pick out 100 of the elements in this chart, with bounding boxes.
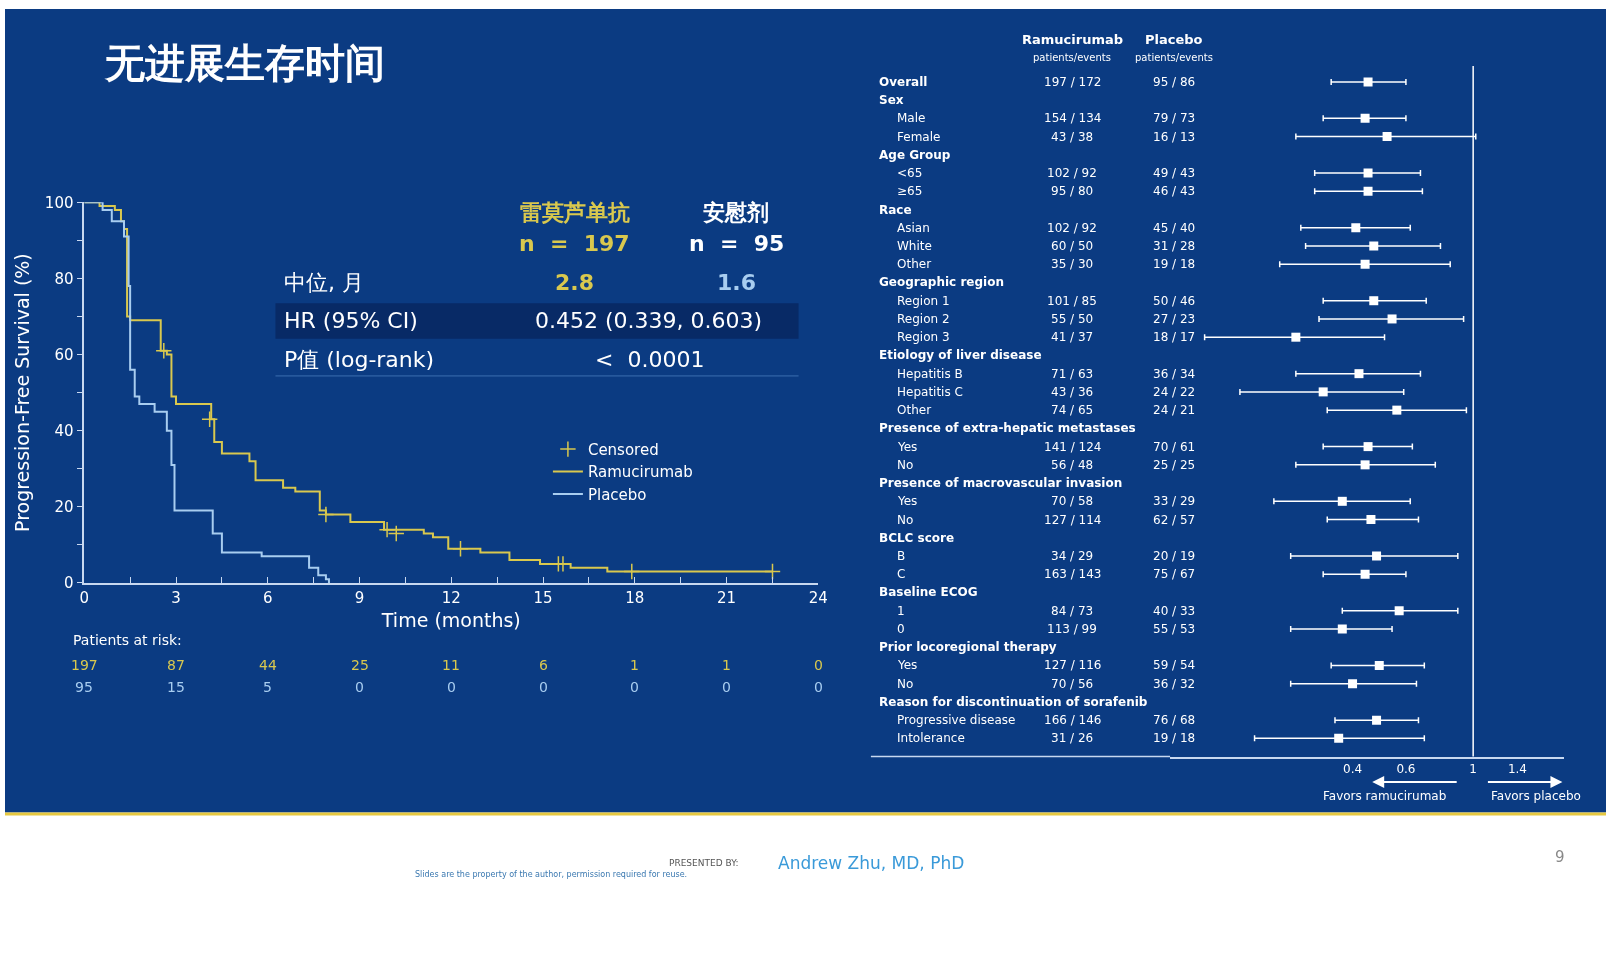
category-label: Presence of macrovascular invasion xyxy=(879,476,1123,490)
category-label: No xyxy=(897,513,914,527)
annotation: 55 / 53 xyxy=(1153,622,1196,636)
legend-label: Placebo xyxy=(587,485,647,504)
annotation: < 0.0001 xyxy=(595,347,705,372)
text: 55 / 50 xyxy=(1051,312,1094,326)
category-label: BCLC score xyxy=(879,531,955,545)
category-label: Reason for discontinuation of sorafenib xyxy=(879,695,1148,709)
text: patients/events xyxy=(1135,52,1213,63)
category-label: Overall xyxy=(879,75,928,89)
y-tick-label: 80 xyxy=(54,269,74,288)
annotation: 62 / 57 xyxy=(1153,513,1196,527)
text: 6 xyxy=(539,657,548,673)
category-label: Region 3 xyxy=(897,330,950,344)
text: Favors placebo xyxy=(1491,789,1581,803)
text: Ramucirumab xyxy=(1022,32,1124,47)
text: 84 / 73 xyxy=(1051,604,1094,618)
text: 197 xyxy=(71,657,98,673)
text: 71 / 63 xyxy=(1051,367,1094,381)
text: Patients at risk: xyxy=(73,632,182,648)
legend-label: Censored xyxy=(587,440,659,459)
text: 166 / 146 xyxy=(1044,713,1102,727)
text: 43 / 38 xyxy=(1051,130,1094,144)
annotation: 36 / 32 xyxy=(1153,677,1196,691)
text: 41 / 37 xyxy=(1051,330,1094,344)
category-label: White xyxy=(897,239,932,253)
x-tick-label: 0 xyxy=(79,588,90,607)
category-label: Geographic region xyxy=(879,275,1004,289)
category-label: C xyxy=(897,567,906,581)
annotation: 95 / 86 xyxy=(1153,75,1196,89)
annotation: HR (95% CI) xyxy=(284,308,418,333)
annotation: 19 / 18 xyxy=(1153,731,1196,745)
annotation: 24 / 22 xyxy=(1153,385,1196,399)
chart-title: 无进展生存时间 xyxy=(104,40,385,86)
text: patients/events xyxy=(1033,52,1111,63)
text: 35 / 30 xyxy=(1051,257,1094,271)
annotation: 36 / 34 xyxy=(1153,367,1196,381)
text: 1 xyxy=(630,657,639,673)
x-tick-label: 6 xyxy=(263,588,273,607)
text: 197 / 172 xyxy=(1044,75,1102,89)
legend-label: Ramucirumab xyxy=(587,463,693,482)
annotation: n = 95 xyxy=(689,231,785,256)
annotation: 25 / 25 xyxy=(1153,458,1196,472)
category-label: Region 2 xyxy=(897,312,950,326)
category-label: <65 xyxy=(897,166,923,180)
annotation: 19 / 18 xyxy=(1153,257,1196,271)
x-tick-label: 0.4 xyxy=(1343,761,1363,776)
category-label: Yes xyxy=(898,658,918,672)
text: Placebo xyxy=(1145,32,1203,47)
text: Andrew Zhu, MD, PhD xyxy=(778,853,965,873)
category-label: Etiology of liver disease xyxy=(879,348,1042,362)
x-axis-title: Time (months) xyxy=(380,609,521,631)
category-label: Age Group xyxy=(879,148,951,162)
text: 11 xyxy=(442,657,460,673)
text: 60 / 50 xyxy=(1051,239,1094,253)
text: 0 xyxy=(897,622,905,636)
text: 31 / 26 xyxy=(1051,731,1094,745)
y-axis-title: Progression-Free Survival (%) xyxy=(11,253,34,532)
text: 70 / 56 xyxy=(1051,677,1094,691)
x-tick-label: 12 xyxy=(441,588,461,607)
annotation: 45 / 40 xyxy=(1153,221,1196,235)
category-label: Male xyxy=(897,111,926,125)
text: 0 xyxy=(355,679,364,695)
x-tick-label: 3 xyxy=(171,588,181,607)
annotation: 1.6 xyxy=(717,270,756,295)
x-tick-label: 15 xyxy=(533,588,553,607)
y-tick-label: 40 xyxy=(54,421,74,440)
x-tick-label: 24 xyxy=(808,588,828,607)
text: 9 xyxy=(1555,848,1565,866)
annotation: 33 / 29 xyxy=(1153,494,1196,508)
annotation: 雷莫芦单抗 xyxy=(520,200,630,225)
annotation: 70 / 61 xyxy=(1153,440,1196,454)
x-tick-label: 21 xyxy=(717,588,737,607)
text: 0 xyxy=(722,679,731,695)
category-label: Yes xyxy=(898,494,918,508)
text: 1 xyxy=(897,604,905,618)
text: 163 / 143 xyxy=(1044,567,1102,581)
text: 0 xyxy=(447,679,456,695)
text: Favors ramucirumab xyxy=(1323,789,1447,803)
category-label: Presence of extra-hepatic metastases xyxy=(879,421,1136,435)
text: 0 xyxy=(814,657,823,673)
category-label: Region 1 xyxy=(897,294,950,308)
annotation: P值 (log-rank) xyxy=(284,347,435,372)
x-tick-label: 18 xyxy=(625,588,645,607)
category-label: Other xyxy=(897,403,932,417)
category-label: No xyxy=(897,458,914,472)
text: 0 xyxy=(539,679,548,695)
text: 141 / 124 xyxy=(1044,440,1102,454)
annotation: 50 / 46 xyxy=(1153,294,1196,308)
category-label: Hepatitis C xyxy=(897,385,963,399)
category-label: Prior locoregional therapy xyxy=(879,640,1057,654)
text: 127 / 116 xyxy=(1044,658,1102,672)
y-tick-label: 20 xyxy=(54,498,74,517)
annotation: 16 / 13 xyxy=(1153,130,1196,144)
annotation: 59 / 54 xyxy=(1153,658,1196,672)
annotation: 0.452 (0.339, 0.603) xyxy=(535,308,763,333)
category-label: Progressive disease xyxy=(897,713,1016,727)
text: 154 / 134 xyxy=(1044,111,1102,125)
category-label: Race xyxy=(879,203,912,217)
text: 56 / 48 xyxy=(1051,458,1094,472)
